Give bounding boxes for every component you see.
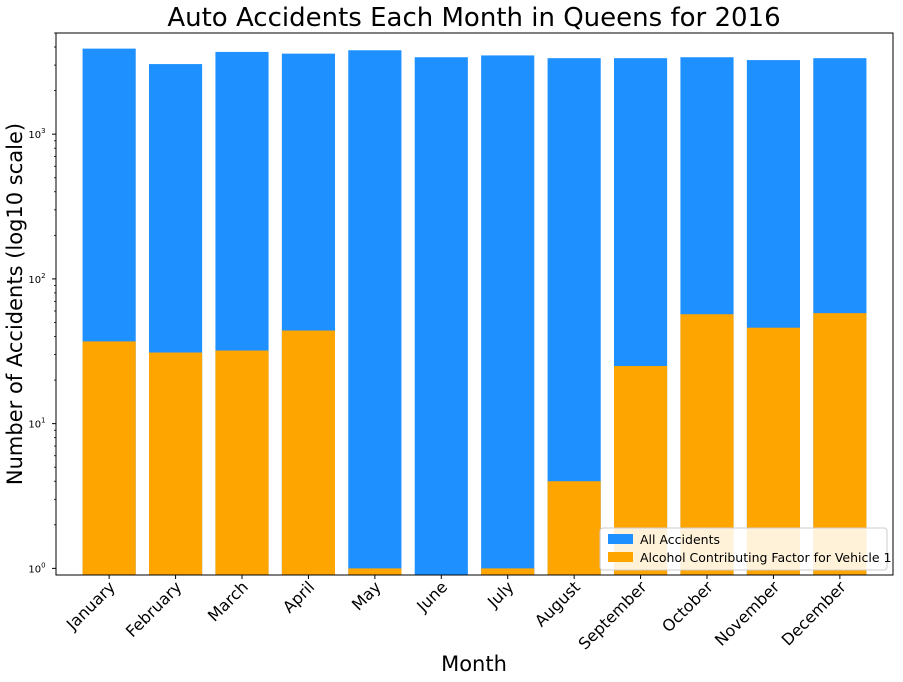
bar-series1-march [215,350,269,575]
y-tick-label: 103 [28,127,45,141]
x-tick-label: September [574,577,650,653]
bar-series1-july [481,568,535,575]
bar-series1-february [149,352,203,575]
y-tick-label: 101 [28,417,45,431]
bar-series0-july [481,55,535,576]
x-tick-label: March [204,577,252,625]
legend-entry: Alcohol Contributing Factor for Vehicle … [640,550,891,565]
legend-entry: All Accidents [640,532,720,547]
x-tick-label: November [711,577,784,650]
x-axis-label: Month [441,652,507,676]
x-tick-label: June [412,577,451,616]
x-tick-label: February [122,577,186,641]
x-tick-label: October [658,577,717,636]
y-tick-exponent: 3 [41,127,45,135]
y-tick-label: 102 [28,272,45,286]
x-tick-label: December [778,577,850,649]
y-tick-exponent: 2 [41,272,45,280]
x-tick-label: April [279,577,318,616]
y-axis-label: Number of Accidents (log10 scale) [3,123,27,485]
bar-series1-january [82,341,136,575]
legend-box [599,527,888,571]
y-tick-label: 100 [28,561,45,575]
x-tick-label: July [483,577,517,611]
legend-swatch [608,534,633,544]
x-tick-label: May [348,577,385,614]
bar-series0-may [348,50,402,575]
x-tick-label: August [531,577,584,630]
bar-series0-june [414,57,468,576]
bar-series1-april [281,330,335,575]
chart-title: Auto Accidents Each Month in Queens for … [167,3,780,33]
plot-area: January February March April May June July Augu… [28,32,894,653]
legend-swatch [608,552,633,562]
legend: All Accidents Alcohol Contributing Factor… [599,527,891,571]
y-tick-exponent: 1 [41,417,45,425]
x-tick-label: January [62,577,119,634]
bar-series1-august [547,481,601,575]
axes-frame [55,32,894,576]
bar-series1-may [348,568,402,575]
y-tick-exponent: 0 [41,561,45,569]
